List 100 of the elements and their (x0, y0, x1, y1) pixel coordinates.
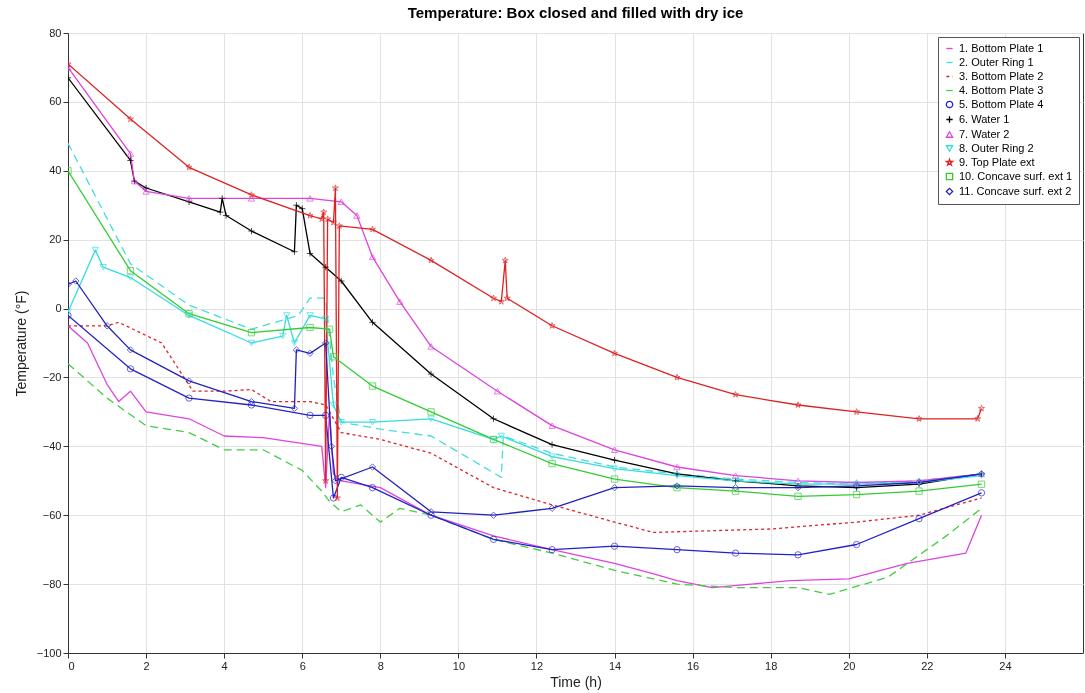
point (548, 504, 556, 512)
point (329, 494, 338, 502)
legend-label: 7. Water 2 (959, 127, 1010, 140)
point (610, 542, 619, 550)
point (306, 211, 314, 219)
x-tick-label: 8 (377, 659, 384, 672)
point (325, 325, 334, 333)
point (427, 415, 435, 423)
point (368, 418, 377, 426)
point (368, 484, 377, 492)
point (126, 274, 135, 281)
point (320, 208, 328, 216)
point (794, 477, 802, 485)
y-tick-label: −20 (42, 370, 62, 383)
point (333, 494, 341, 502)
point (396, 298, 404, 305)
y-tick-label: −60 (42, 508, 62, 521)
point (247, 227, 256, 235)
y-tick-label: −100 (36, 646, 62, 659)
point (611, 349, 619, 357)
point (731, 549, 740, 557)
y-tick-label: 40 (49, 164, 62, 177)
point (126, 150, 135, 157)
legend-label: 3. Bottom Plate 2 (959, 69, 1044, 82)
point (673, 463, 681, 471)
point (548, 322, 556, 329)
y-tick-label: 0 (55, 302, 62, 315)
point (977, 480, 986, 488)
x-tick-label: 18 (765, 659, 778, 672)
point (306, 312, 314, 319)
x-tick-label: 10 (452, 659, 466, 672)
point (353, 212, 361, 219)
point (290, 248, 299, 256)
x-tick-label: 6 (299, 659, 306, 672)
point (977, 404, 986, 412)
point (731, 472, 740, 479)
point (335, 222, 343, 229)
point (306, 411, 314, 419)
point (337, 277, 345, 285)
point (915, 415, 923, 422)
point (126, 156, 135, 165)
point (794, 551, 802, 559)
point (185, 163, 193, 171)
point (853, 408, 861, 415)
point (247, 329, 256, 337)
point (329, 218, 337, 226)
point (974, 415, 982, 422)
point (548, 440, 556, 449)
point (489, 415, 498, 423)
point (548, 546, 556, 554)
point (290, 404, 299, 413)
line-series (68, 325, 983, 589)
point (306, 249, 314, 258)
point (91, 246, 99, 254)
x-tick-label: 16 (686, 659, 700, 672)
y-tick-label: −40 (42, 439, 62, 452)
point (321, 411, 330, 419)
legend-label: 11. Concave surf. ext 2 (959, 184, 1072, 197)
point (368, 318, 377, 326)
point (489, 511, 498, 519)
point (732, 391, 740, 398)
legend-label: 10. Concave surf. ext 1 (959, 169, 1073, 182)
point (337, 198, 345, 206)
point (247, 195, 256, 202)
point (427, 408, 435, 416)
point (610, 465, 619, 472)
legend-label: 6. Water 1 (959, 112, 1010, 125)
point (126, 267, 135, 275)
legend-label: 8. Outer Ring 2 (959, 141, 1034, 154)
point (673, 373, 681, 381)
point (337, 418, 345, 426)
point (282, 312, 291, 319)
point (185, 377, 193, 385)
point (126, 365, 135, 373)
x-tick-label: 14 (608, 659, 622, 672)
point (331, 477, 340, 485)
point (489, 535, 498, 543)
point (427, 343, 435, 350)
point (427, 370, 435, 378)
x-tick-label: 0 (68, 659, 75, 672)
y-tick-label: 80 (49, 26, 62, 39)
point (852, 490, 861, 499)
point (610, 484, 619, 492)
point (142, 188, 150, 195)
point (321, 315, 330, 323)
point (490, 294, 498, 302)
x-tick-label: 2 (143, 659, 150, 672)
point (126, 115, 134, 123)
point (321, 263, 330, 271)
legend-label: 4. Bottom Plate 3 (959, 83, 1044, 96)
point (324, 215, 332, 223)
point (673, 546, 681, 554)
point (497, 298, 505, 305)
point (548, 453, 556, 460)
point (292, 346, 301, 354)
point (427, 256, 435, 264)
point (185, 195, 193, 202)
point (327, 442, 336, 450)
point (915, 515, 923, 523)
y-axis-title: Temperature (°F) (12, 290, 29, 397)
